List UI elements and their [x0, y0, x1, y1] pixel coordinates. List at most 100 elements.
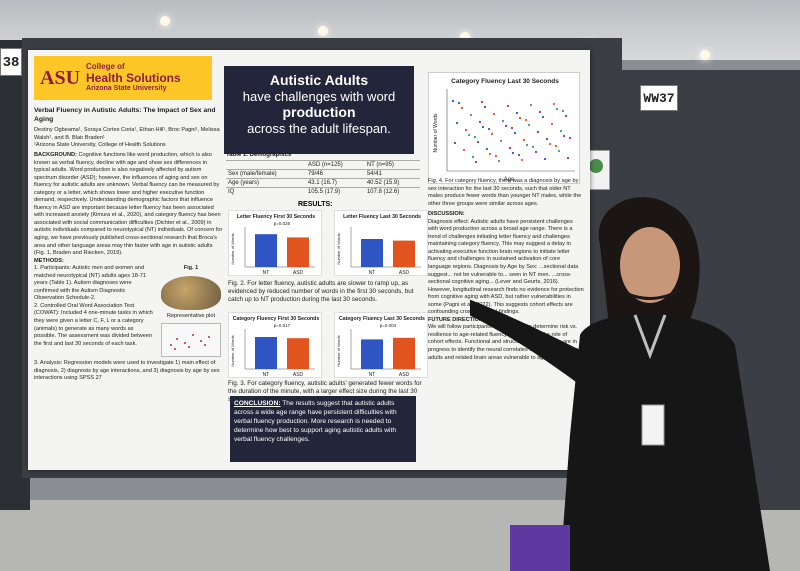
bar-chart-ylabel: Number of Words [336, 233, 341, 264]
significance-label: p=0.004 [380, 323, 397, 328]
bar-chart-category-first: Category Fluency First 30 Seconds Number … [228, 312, 322, 378]
fig4-point [518, 116, 522, 120]
booth-number-left: 38 [0, 48, 22, 76]
fig2-caption: Fig. 2. For letter fluency, autistic adu… [228, 280, 414, 304]
demographics-table: Table 1. Demographics ASD (n=125) NT (n=… [226, 152, 420, 196]
fig4-point [548, 142, 552, 146]
fig4-point [545, 137, 549, 141]
fig4-point [536, 130, 540, 134]
brain-image [161, 275, 221, 310]
bar-asd [287, 338, 309, 369]
bar-nt [361, 339, 383, 369]
fig4-ylabel: Number of Words [433, 113, 439, 153]
bar-chart-title: Letter Fluency First 30 Seconds [237, 214, 316, 220]
bar-category-label: NT [369, 372, 376, 378]
fig4-point [499, 139, 503, 143]
fig4-point [476, 140, 480, 144]
fig4-point [566, 156, 570, 160]
fig4-point [474, 160, 478, 164]
table-cell: Sex (male/female) [226, 169, 306, 179]
ceiling-light [460, 32, 470, 42]
bar-chart-category-last: Category Fluency Last 30 Seconds Number o… [334, 312, 428, 378]
discussion-heading: DISCUSSION: [428, 211, 465, 218]
right-column: Fig. 4. For category fluency, there was … [428, 178, 584, 362]
bar-nt [255, 234, 277, 267]
bar-asd [287, 237, 309, 267]
table-caption: Table 1. Demographics [226, 152, 292, 158]
bar-asd [393, 240, 415, 267]
asu-logo-mark: ASU [40, 66, 81, 89]
bar-chart-title: Category Fluency First 30 Seconds [233, 316, 320, 322]
bar-chart-svg: Letter Fluency Last 30 Seconds Number of … [336, 214, 421, 276]
fig4-point [455, 121, 459, 125]
fig4-xlabel: Age [504, 177, 515, 183]
fig4-point [487, 127, 491, 131]
headline-line4: across the adult lifespan. [247, 121, 391, 137]
fig4-point [538, 110, 542, 114]
fig4-point [511, 151, 515, 155]
bar-category-label: ASD [293, 372, 304, 378]
table-cell: 107.8 (12.6) [364, 187, 420, 196]
representative-scatter-plot [161, 323, 221, 358]
bar-nt [255, 337, 277, 369]
fig4-point [561, 109, 565, 113]
paper-title: Verbal Fluency in Autistic Adults: The I… [34, 107, 216, 124]
bar-chart-title: Category Fluency Last 30 Seconds [339, 316, 425, 322]
methods-analysis: 3. Analysis: Regression models were used… [34, 360, 220, 382]
presenter-mask [619, 288, 681, 300]
bar-chart-ylabel: Number of Words [336, 335, 341, 366]
fig4-point [531, 145, 535, 149]
fig4-point [494, 154, 498, 158]
fig4-point [508, 146, 512, 150]
fig4-point [515, 111, 519, 115]
fig4-title: Category Fluency Last 30 Seconds [451, 78, 559, 85]
asu-logo: ASU College of Health Solutions Arizona … [34, 56, 212, 100]
table-row: Sex (male/female) 79/46 54/41 [226, 169, 420, 179]
fig4-point [550, 122, 554, 126]
purple-bag [510, 525, 570, 571]
fig4-point [483, 105, 487, 109]
bar-asd [393, 337, 415, 369]
fig4-point [527, 123, 531, 127]
fig4-point [462, 148, 466, 152]
fig4-point [478, 120, 482, 124]
fig4-point [513, 131, 517, 135]
fig4-point [451, 99, 455, 103]
significance-label: p=0.017 [274, 323, 291, 328]
bar-category-label: ASD [399, 270, 410, 276]
fig4-point [464, 128, 468, 132]
fig4-point [473, 135, 477, 139]
fig4-point [510, 126, 514, 130]
fig1-label: Fig. 1 [183, 265, 199, 272]
bar-category-label: NT [369, 270, 376, 276]
background-heading: BACKGROUND: [34, 151, 77, 158]
bar-chart-svg: Category Fluency Last 30 Seconds Number o… [336, 316, 425, 378]
fig4-point [529, 103, 533, 107]
poster-headline: Autistic Adults have challenges with wor… [224, 66, 414, 154]
methods-heading: METHODS: [34, 257, 64, 264]
fig4-point [517, 153, 521, 157]
background-text: Cognitive functions like word production… [34, 151, 223, 257]
bar-category-label: NT [263, 270, 270, 276]
presenter-face [620, 227, 680, 303]
fig4-point [469, 113, 473, 117]
table-header: ASD (n=125) [305, 160, 365, 170]
table-cell: 79/46 [305, 169, 365, 179]
fig4-point [485, 147, 489, 151]
fig4-point [520, 158, 524, 162]
table-row: IQ 105.5 (17.9) 107.8 (12.6) [226, 187, 420, 196]
logo-line2: Health Solutions [86, 70, 181, 85]
results-heading: RESULTS: [298, 201, 333, 208]
fig4-point [497, 159, 501, 163]
fig4-point [457, 101, 461, 105]
fig4-point [552, 102, 556, 106]
future-directions-heading: FUTURE DIRECTIONS: [428, 316, 489, 323]
bar-chart-letter-last: Letter Fluency Last 30 Seconds Number of … [334, 210, 428, 276]
fig4-point [504, 124, 508, 128]
table-header: NT (n=95) [364, 160, 420, 170]
fig4-point [557, 149, 561, 153]
table-row: Age (years) 43.1 (16.7) 40.52 (15.9) [226, 178, 420, 188]
fig4-point [524, 118, 528, 122]
table-cell: 43.1 (16.7) [305, 178, 365, 188]
bar-chart-svg: Letter Fluency First 30 Seconds Number of… [230, 214, 316, 276]
